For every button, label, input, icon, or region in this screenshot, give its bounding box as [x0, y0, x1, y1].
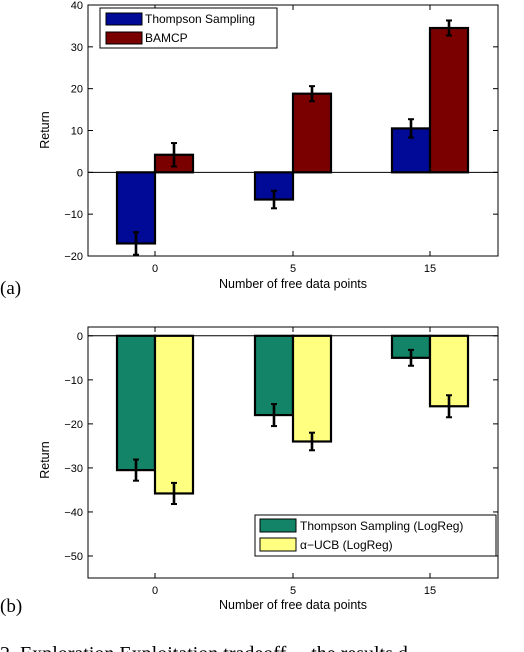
x-axis-label-a: Number of free data points	[219, 277, 367, 291]
legend-b: Thompson Sampling (LogReg) α−UCB (LogReg…	[254, 514, 497, 557]
error-bar-a-s1-c0	[171, 142, 177, 168]
bars-a	[88, 19, 498, 256]
x-tick-label-a-0: 0	[152, 263, 158, 275]
x-ticks-a: 0 5 15	[152, 5, 436, 275]
x-tick-label-a-2: 15	[424, 263, 436, 275]
x-axis-label-b: Number of free data points	[219, 598, 367, 612]
y-tick-label-a-3: 10	[71, 126, 83, 138]
error-bar-a-s0-c1	[271, 189, 277, 210]
y-tick-label-a-0: 40	[71, 0, 83, 12]
legend-swatch-thompson-sampling	[105, 12, 143, 26]
panel-label-b: (b)	[0, 596, 22, 617]
panel-b: 0 −10 −20 −30 −40 −50 0 5 15 Number of free dat…	[0, 326, 499, 617]
error-bar-a-s1-c1	[309, 85, 315, 103]
error-bar-b-s0-c1	[271, 403, 277, 428]
bar-b-s1-c1	[291, 334, 333, 443]
bar-a-s1-c1	[291, 92, 333, 174]
legend-swatch-thompson-sampling-logreg	[259, 518, 297, 533]
y-axis-label-b: Return	[38, 441, 52, 479]
x-tick-label-a-1: 5	[290, 263, 296, 275]
y-tick-label-a-5: −10	[64, 209, 83, 221]
y-tick-label-a-1: 30	[71, 42, 83, 54]
error-bar-b-s0-c2	[408, 348, 414, 367]
legend-label-alpha-ucb-logreg: α−UCB (LogReg)	[300, 538, 393, 552]
panel-a: 40 30 20 10 0 −10 −20 0 5 15 Number of free data…	[0, 0, 499, 299]
bar-b-s0-c0	[115, 334, 157, 472]
figure-caption-fragment: 2. Exploration Exploitation tradeoff ...…	[0, 643, 408, 652]
error-bar-b-s1-c2	[446, 394, 452, 419]
error-bar-b-s1-c1	[309, 431, 315, 452]
x-tick-label-b-2: 15	[424, 585, 436, 597]
y-tick-label-b-4: −40	[64, 507, 83, 519]
panel-label-a: (a)	[0, 278, 21, 299]
bar-a-s1-c2	[428, 26, 470, 174]
y-tick-label-b-0: 0	[77, 331, 83, 343]
y-tick-label-b-3: −30	[64, 463, 83, 475]
bars-b	[88, 334, 498, 506]
legend-a: Thompson Sampling BAMCP	[99, 7, 278, 49]
y-ticks-b: 0 −10 −20 −30 −40 −50	[64, 331, 498, 563]
error-bar-b-s0-c0	[133, 458, 139, 482]
bar-b-s1-c0	[153, 334, 195, 495]
x-tick-label-b-1: 5	[290, 585, 296, 597]
legend-label-thompson-sampling: Thompson Sampling	[145, 12, 255, 26]
y-tick-label-b-2: −20	[64, 419, 83, 431]
legend-swatch-bamcp	[105, 31, 143, 45]
error-bar-a-s0-c0	[133, 231, 139, 256]
error-bar-a-s1-c2	[446, 19, 452, 37]
y-axis-label-a: Return	[38, 111, 52, 149]
error-bar-b-s1-c0	[171, 481, 177, 506]
y-tick-label-b-1: −10	[64, 375, 83, 387]
x-tick-label-b-0: 0	[152, 585, 158, 597]
y-tick-label-a-6: −20	[64, 251, 83, 263]
x-ticks-b: 0 5 15	[152, 327, 436, 597]
legend-label-bamcp: BAMCP	[145, 31, 188, 45]
y-tick-label-b-5: −50	[64, 551, 83, 563]
y-tick-label-a-2: 20	[71, 84, 83, 96]
y-tick-label-a-4: 0	[77, 167, 83, 179]
legend-swatch-alpha-ucb-logreg	[259, 537, 297, 552]
error-bar-a-s0-c2	[408, 118, 414, 139]
legend-label-thompson-sampling-logreg: Thompson Sampling (LogReg)	[300, 519, 463, 533]
y-ticks-a: 40 30 20 10 0 −10 −20	[64, 0, 498, 263]
